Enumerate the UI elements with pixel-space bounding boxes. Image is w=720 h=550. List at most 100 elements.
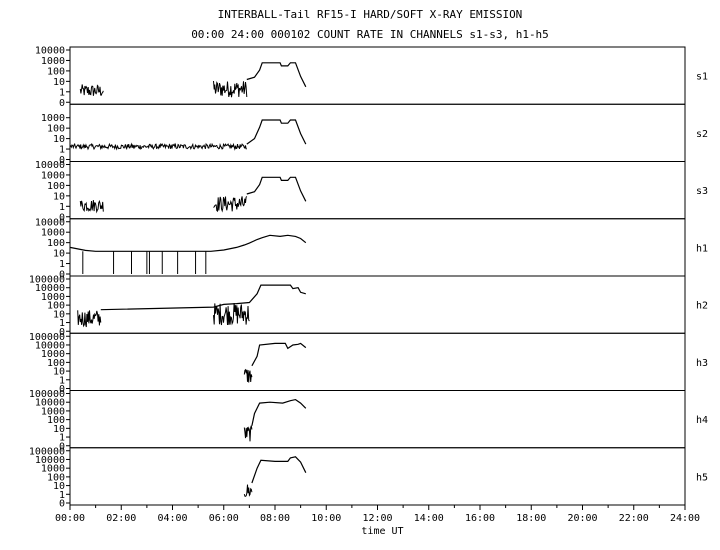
series-noise-s3 [79,199,104,214]
x-tick-label: 00:00 [55,513,85,524]
series-line-s3 [246,176,307,202]
x-tick-label: 24:00 [670,513,700,524]
series-line-h2 [100,284,306,311]
panel-frame-h4 [69,390,686,449]
y-tick-label-h2: 100 [47,301,65,312]
x-tick-label: 06:00 [209,513,239,524]
series-noise-s3 [213,196,248,213]
y-tick-label-h2: 1 [59,318,65,329]
panel-frame-s1 [69,46,686,105]
series-noise-h5 [243,484,253,497]
panel-label-h5: h5 [696,472,708,483]
panel-frame-h5 [69,447,686,506]
y-tick-label-h2: 100000 [29,275,65,286]
panel-frame-h3 [69,332,686,391]
y-tick-label-h2: 10 [53,309,65,320]
y-tick-label-h3: 10 [53,367,65,378]
x-tick-label: 22:00 [619,513,649,524]
panel-label-h1: h1 [696,243,708,254]
series-noise-s1 [213,80,248,98]
panel-label-h4: h4 [696,415,708,426]
y-tick-label-h1: 100 [47,238,65,249]
y-tick-label-h5: 10000 [35,455,65,466]
x-tick-label: 04:00 [157,513,187,524]
series-line-h4 [251,398,307,426]
y-tick-label-h3: 100 [47,358,65,369]
y-tick-label-h4: 10 [53,424,65,435]
series-noise-h2 [77,310,102,328]
y-tick-label-h3: 0 [59,384,65,395]
y-tick-label-h4: 1 [59,433,65,444]
y-tick-label-h2: 1000 [41,292,65,303]
y-tick-label-s1: 10 [53,77,65,88]
y-tick-label-h5: 1 [59,490,65,501]
series-line-h1 [69,234,307,252]
x-tick-label: 16:00 [465,513,495,524]
panel-frame-s2 [69,103,686,162]
series-noise-s2 [69,142,247,151]
y-tick-label-h5: 0 [59,499,65,510]
y-tick-label-h1: 1000 [41,228,65,239]
y-tick-label-h3: 10000 [35,340,65,351]
y-tick-label-s3: 100 [47,181,65,192]
y-tick-label-h4: 0 [59,441,65,452]
y-tick-label-h5: 100000 [29,446,65,457]
y-tick-label-h4: 100 [47,415,65,426]
y-tick-label-s2: 0 [59,155,65,166]
y-tick-label-s3: 10000 [35,160,65,171]
x-tick-label: 18:00 [516,513,546,524]
y-tick-label-s2: 10 [53,134,65,145]
y-tick-label-h1: 0 [59,270,65,281]
x-tick-label: 02:00 [106,513,136,524]
y-tick-label-h3: 1000 [41,349,65,360]
y-tick-label-h2: 0 [59,327,65,338]
y-tick-label-s3: 10 [53,191,65,202]
y-tick-label-h5: 10 [53,481,65,492]
y-tick-label-h1: 1 [59,259,65,270]
y-tick-label-h5: 1000 [41,464,65,475]
y-tick-label-s1: 10000 [35,46,65,57]
y-tick-label-h3: 1 [59,375,65,386]
panel-label-h3: h3 [696,358,708,369]
x-tick-label: 20:00 [567,513,597,524]
y-tick-label-s2: 1 [59,145,65,156]
y-tick-label-s2: 1000 [41,113,65,124]
panel-frame-h2 [69,275,686,334]
panel-frame-s3 [69,161,686,220]
y-tick-label-h2: 10000 [35,283,65,294]
y-tick-label-s3: 1 [59,202,65,213]
y-tick-label-h5: 100 [47,472,65,483]
y-tick-label-s3: 1000 [41,170,65,181]
series-noise-h4 [243,425,253,442]
series-noise-h2 [213,302,250,326]
x-tick-label: 10:00 [311,513,341,524]
y-tick-label-s1: 1 [59,87,65,98]
x-tick-label: 12:00 [362,513,392,524]
panel-label-s1: s1 [696,72,708,83]
y-tick-label-s1: 100 [47,66,65,77]
x-tick-label: 14:00 [414,513,444,524]
y-tick-label-s1: 0 [59,98,65,109]
series-noise-s1 [79,84,104,96]
panel-label-s3: s3 [696,186,708,197]
chart-title: INTERBALL-Tail RF15-I HARD/SOFT X-RAY EM… [217,8,523,21]
panel-label-s2: s2 [696,129,708,140]
y-tick-label-s3: 0 [59,212,65,223]
y-tick-label-s2: 100 [47,124,65,135]
series-line-s2 [246,119,307,145]
y-tick-label-h4: 1000 [41,406,65,417]
y-tick-label-h1: 10 [53,249,65,260]
series-noise-h3 [243,368,253,383]
series-line-h5 [251,456,307,484]
series-line-h3 [251,342,307,367]
series-line-s1 [246,62,307,88]
y-tick-label-h4: 100000 [29,389,65,400]
panel-label-h2: h2 [696,301,708,312]
y-tick-label-h3: 100000 [29,332,65,343]
x-axis-label: time UT [361,526,403,537]
x-tick-label: 08:00 [260,513,290,524]
y-tick-label-s1: 1000 [41,56,65,67]
chart-subtitle: 00:00 24:00 000102 COUNT RATE IN CHANNEL… [191,28,549,41]
y-tick-label-h4: 10000 [35,398,65,409]
